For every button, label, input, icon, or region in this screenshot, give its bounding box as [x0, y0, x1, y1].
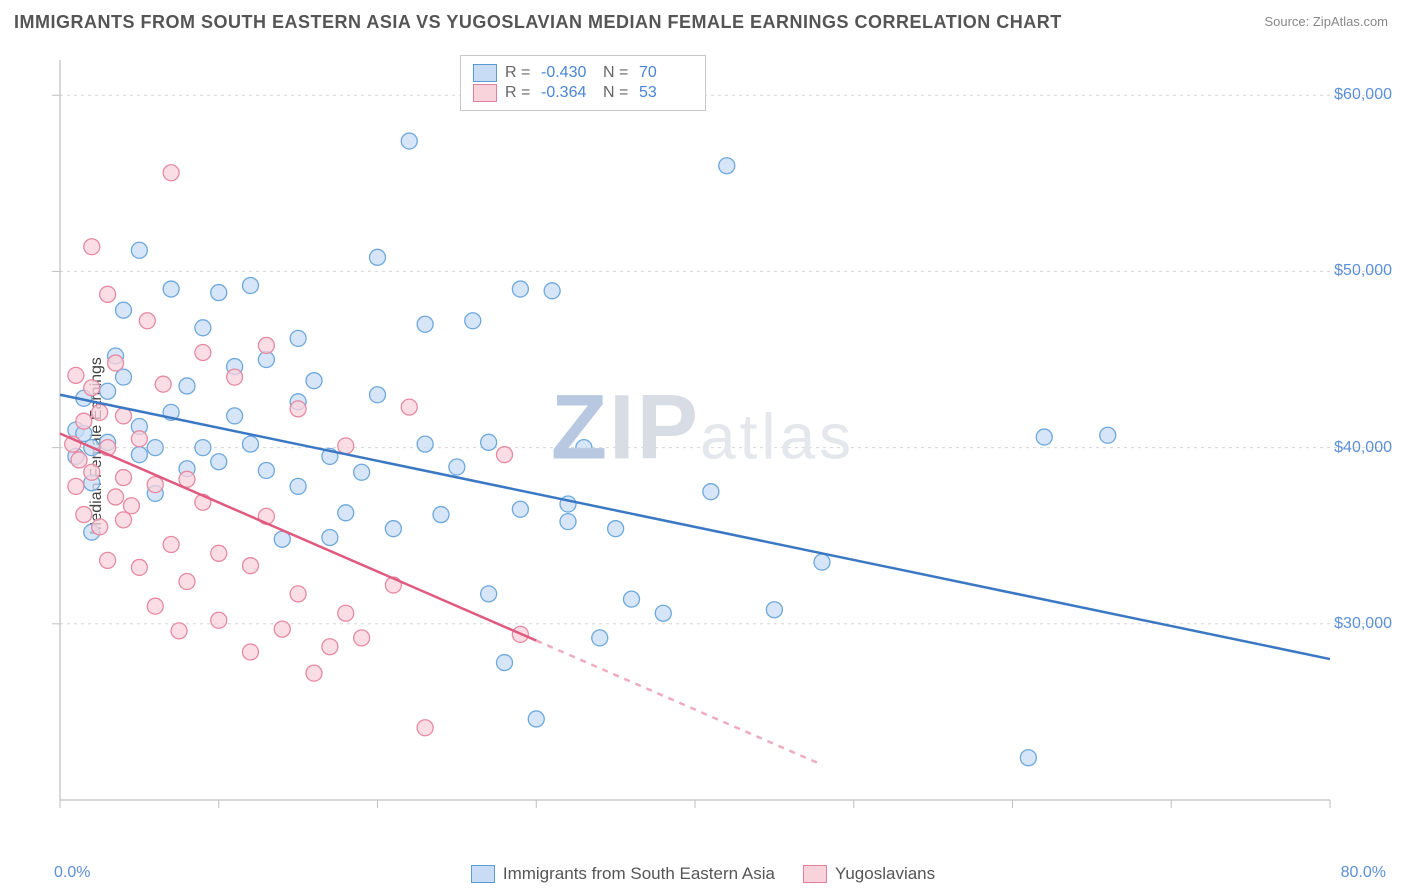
- y-tick-label: $30,000: [1334, 615, 1392, 633]
- legend-item-sea: Immigrants from South Eastern Asia: [471, 864, 775, 884]
- n-value-sea: 70: [639, 64, 693, 82]
- r-label: R =: [505, 84, 533, 102]
- r-value-sea: -0.430: [541, 64, 595, 82]
- chart-title: IMMIGRANTS FROM SOUTH EASTERN ASIA VS YU…: [14, 12, 1062, 33]
- swatch-pink-icon: [473, 84, 497, 102]
- swatch-blue-icon: [473, 64, 497, 82]
- n-label: N =: [603, 84, 631, 102]
- y-tick-label: $50,000: [1334, 262, 1392, 280]
- legend-item-yugo: Yugoslavians: [803, 864, 935, 884]
- legend-row-sea: R = -0.430 N = 70: [473, 64, 693, 82]
- y-tick-label: $40,000: [1334, 439, 1392, 457]
- swatch-blue-icon: [471, 865, 495, 883]
- correlation-legend: R = -0.430 N = 70 R = -0.364 N = 53: [460, 55, 706, 111]
- swatch-pink-icon: [803, 865, 827, 883]
- source-label: Source: ZipAtlas.com: [1264, 14, 1388, 29]
- series-legend: Immigrants from South Eastern Asia Yugos…: [0, 864, 1406, 884]
- y-tick-label: $60,000: [1334, 86, 1392, 104]
- legend-row-yugo: R = -0.364 N = 53: [473, 84, 693, 102]
- r-value-yugo: -0.364: [541, 84, 595, 102]
- scatter-plot: [50, 50, 1390, 840]
- n-value-yugo: 53: [639, 84, 693, 102]
- r-label: R =: [505, 64, 533, 82]
- x-min-label: 0.0%: [54, 864, 90, 882]
- x-max-label: 80.0%: [1341, 864, 1386, 882]
- legend-label-sea: Immigrants from South Eastern Asia: [503, 864, 775, 884]
- legend-label-yugo: Yugoslavians: [835, 864, 935, 884]
- n-label: N =: [603, 64, 631, 82]
